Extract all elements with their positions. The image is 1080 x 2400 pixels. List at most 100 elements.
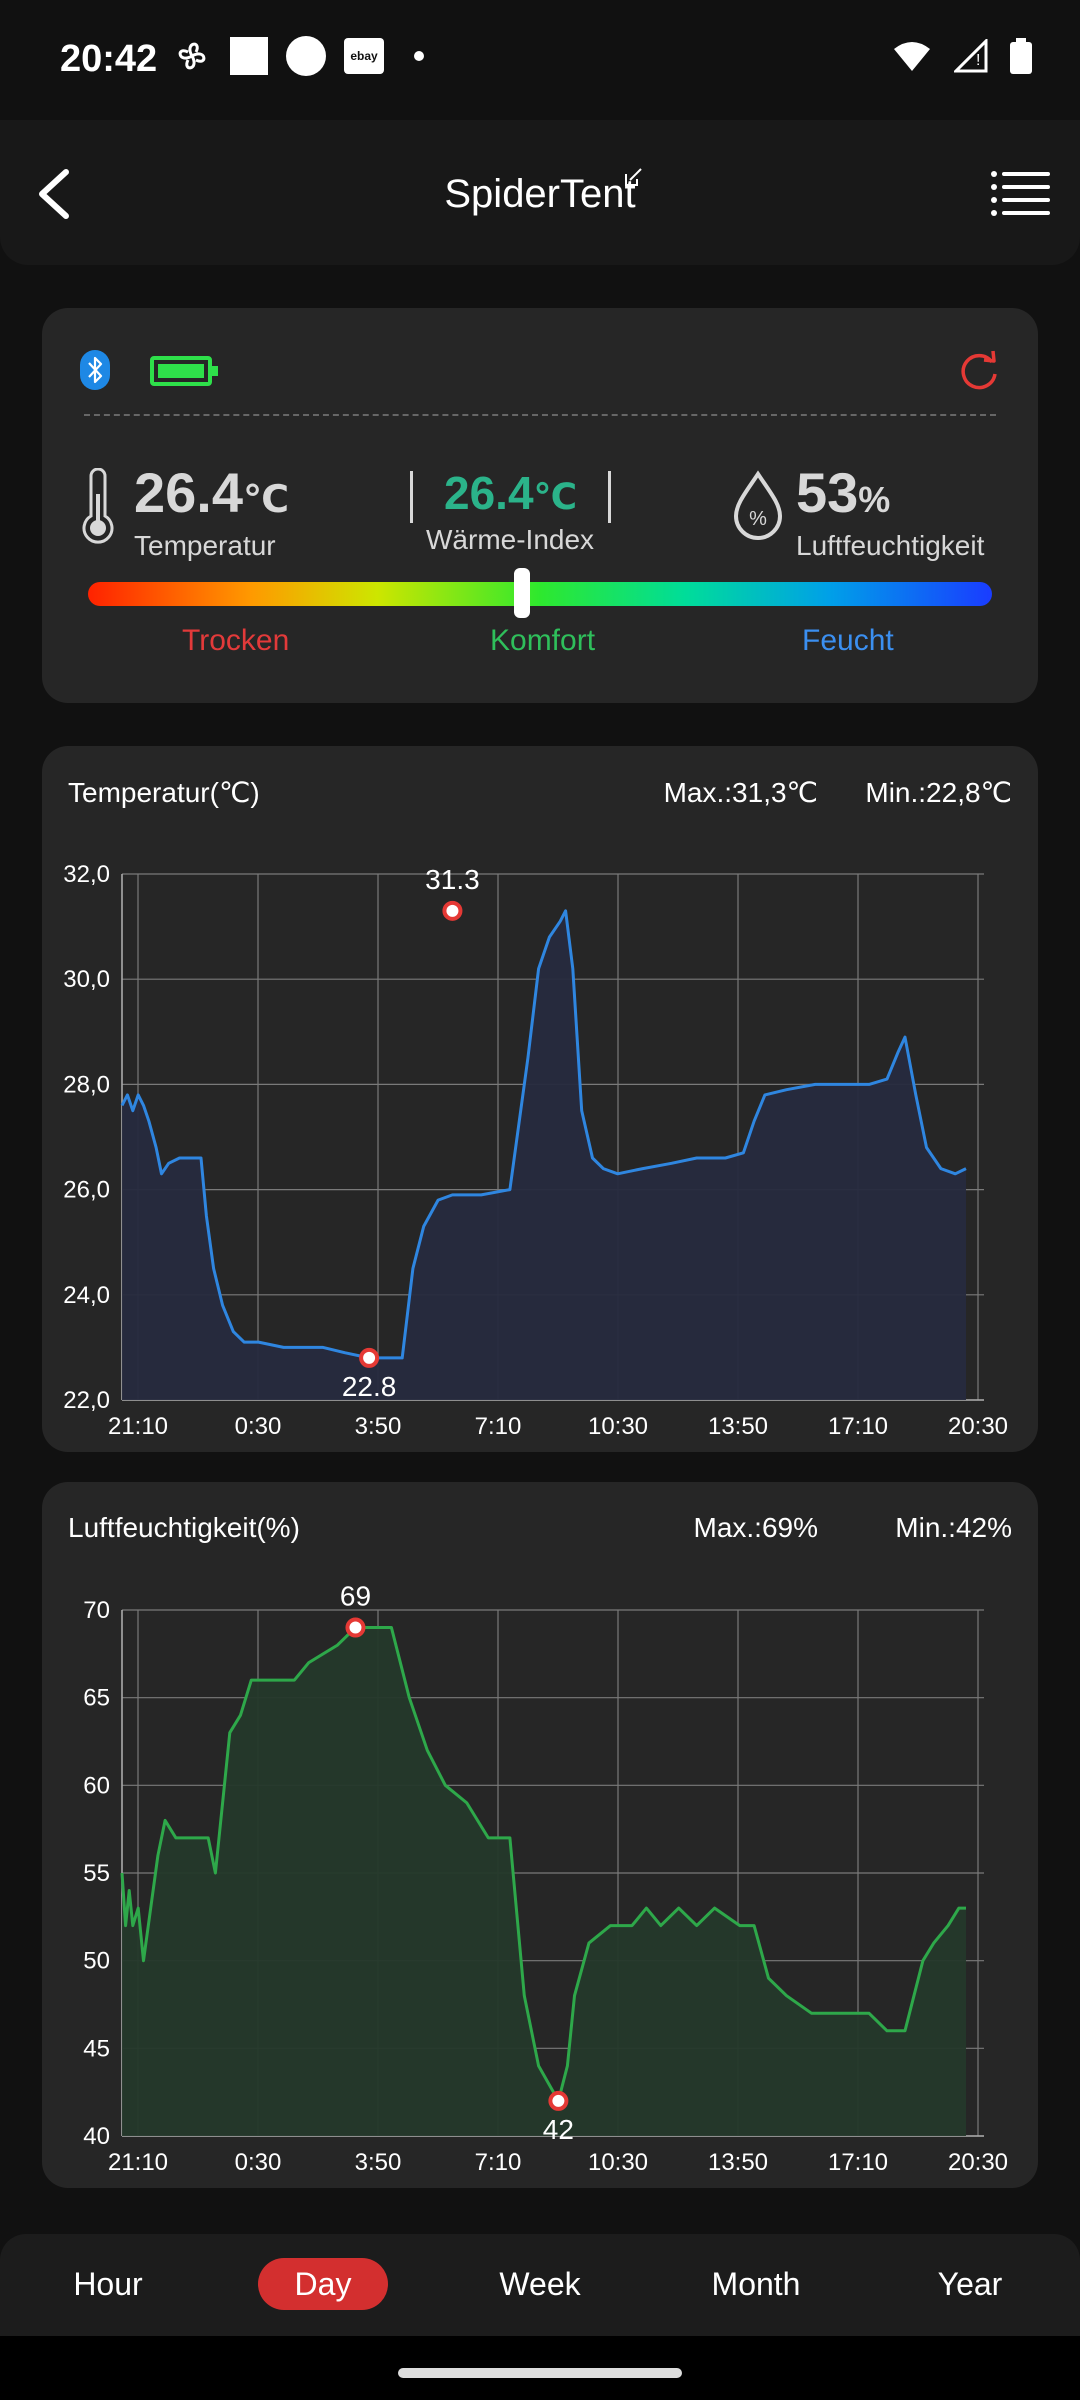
svg-text:!: ! xyxy=(976,52,980,69)
comfort-gradient-bar xyxy=(88,582,992,606)
humidity-chart[interactable]: 40 45 50 55 60 65 70 21:10 0:30 3:50 7:10 10:30 13:5… xyxy=(42,1482,1038,2188)
heat-index-number: 26.4 xyxy=(444,467,534,519)
x-tick-label: 10:30 xyxy=(588,1413,648,1440)
y-tick-label: 60 xyxy=(83,1772,110,1799)
separator-left xyxy=(410,471,413,523)
x-tick-label: 17:10 xyxy=(828,2149,888,2176)
min-value-label: 22.8 xyxy=(342,1371,397,1402)
system-icons: ! xyxy=(892,38,1032,74)
tab-year[interactable]: Year xyxy=(937,2266,1003,2302)
chart-title: Temperatur(℃) xyxy=(68,777,260,808)
wifi-icon xyxy=(894,42,930,71)
x-tick-label: 20:30 xyxy=(948,2149,1008,2176)
temperature-label: Temperatur xyxy=(134,530,276,561)
heat-index-value: 26.4℃ xyxy=(444,466,577,520)
x-tick-label: 13:50 xyxy=(708,1413,768,1440)
temperature-unit: ℃ xyxy=(243,479,290,521)
app-circle-icon xyxy=(286,36,326,76)
app-square-icon xyxy=(230,37,268,75)
temperature-chart[interactable]: 22,0 24,0 26,0 28,0 30,0 32,0 21:10 0:30 3:50 7:1… xyxy=(42,746,1038,1452)
humidity-chart-card: Luftfeuchtigkeit(%) Max.:69% Min.:42% 40… xyxy=(42,1482,1038,2188)
svg-text:%: % xyxy=(749,508,767,530)
y-tick-label: 70 xyxy=(83,1597,110,1624)
notification-icons: ebay xyxy=(172,36,424,76)
max-marker xyxy=(442,900,463,921)
min-marker xyxy=(359,1347,380,1368)
bluetooth-icon xyxy=(80,350,110,390)
comfort-indicator xyxy=(514,568,530,618)
chart-min-label: Min.:42% xyxy=(895,1512,1012,1543)
zone-comfort-label: Komfort xyxy=(490,624,596,657)
y-tick-label: 45 xyxy=(83,2035,110,2062)
sensor-card: 26.4℃ Temperatur 26.4℃ Wärme-Index % 53%… xyxy=(42,308,1038,703)
tab-hour[interactable]: Hour xyxy=(73,2266,143,2302)
period-tab-bar: Hour Day Week Month Year xyxy=(0,2234,1080,2336)
max-marker xyxy=(345,1617,366,1638)
series-area xyxy=(122,910,966,1400)
y-tick-label: 55 xyxy=(83,1860,110,1887)
chart-max-label: Max.:69% xyxy=(693,1512,819,1543)
x-tick-label: 7:10 xyxy=(475,2149,522,2176)
x-tick-label: 0:30 xyxy=(235,1413,282,1440)
chart-max-label: Max.:31,3℃ xyxy=(663,777,818,808)
heat-index-label: Wärme-Index xyxy=(426,524,595,555)
chart-min-label: Min.:22,8℃ xyxy=(865,777,1012,808)
max-value-label: 31.3 xyxy=(425,864,480,895)
y-tick-label: 24,0 xyxy=(63,1282,110,1309)
x-tick-label: 3:50 xyxy=(355,1413,402,1440)
battery-status-icon xyxy=(1010,38,1032,74)
humidity-label: Luftfeuchtigkeit xyxy=(796,530,985,561)
temperature-number: 26.4 xyxy=(134,461,243,524)
x-tick-label: 13:50 xyxy=(708,2149,768,2176)
x-tick-label: 0:30 xyxy=(235,2149,282,2176)
x-tick-label: 3:50 xyxy=(355,2149,402,2176)
series-line xyxy=(120,1626,966,2103)
min-marker xyxy=(548,2090,569,2111)
heat-index-unit: ℃ xyxy=(533,476,578,517)
y-tick-label: 22,0 xyxy=(63,1387,110,1414)
x-tick-label: 17:10 xyxy=(828,1413,888,1440)
chart-title: Luftfeuchtigkeit(%) xyxy=(68,1512,300,1543)
fan-icon xyxy=(178,42,206,70)
humidity-number: 53 xyxy=(796,461,859,524)
x-tick-label: 10:30 xyxy=(588,2149,648,2176)
series-line xyxy=(120,909,967,1360)
humidity-unit: % xyxy=(858,479,891,520)
y-tick-label: 40 xyxy=(83,2123,110,2150)
x-tick-label: 21:10 xyxy=(108,2149,168,2176)
list-menu-icon[interactable] xyxy=(990,168,1052,220)
more-notifications-dot-icon xyxy=(414,51,424,61)
cell-signal-icon: ! xyxy=(954,39,988,73)
battery-full-icon xyxy=(150,356,218,386)
y-tick-label: 32,0 xyxy=(63,861,110,888)
back-arrow-icon[interactable] xyxy=(20,158,90,228)
edit-icon[interactable] xyxy=(622,166,644,188)
x-tick-label: 20:30 xyxy=(948,1413,1008,1440)
y-tick-label: 28,0 xyxy=(63,1071,110,1098)
tab-month[interactable]: Month xyxy=(711,2266,801,2302)
series-area xyxy=(122,1627,966,2136)
y-tick-label: 26,0 xyxy=(63,1177,110,1204)
refresh-icon[interactable] xyxy=(956,348,1002,394)
divider xyxy=(84,414,996,416)
y-tick-label: 65 xyxy=(83,1685,110,1712)
page-title[interactable]: SpiderTent xyxy=(444,172,636,216)
x-tick-label: 7:10 xyxy=(475,1413,522,1440)
tab-week[interactable]: Week xyxy=(499,2266,581,2302)
y-tick-label: 50 xyxy=(83,1948,110,1975)
zone-dry-label: Trocken xyxy=(182,624,290,657)
ebay-icon: ebay xyxy=(344,38,384,74)
tab-day[interactable]: Day xyxy=(258,2258,388,2310)
status-time: 20:42 xyxy=(60,38,158,80)
temperature-value: 26.4℃ xyxy=(134,460,289,525)
temperature-chart-card: Temperatur(℃) Max.:31,3℃ Min.:22,8℃ 22,0… xyxy=(42,746,1038,1452)
app-bar: SpiderTent xyxy=(0,120,1080,265)
status-bar: 20:42 ebay ! xyxy=(0,0,1080,120)
min-value-label: 42 xyxy=(543,2114,574,2145)
humidity-value: 53% xyxy=(796,460,890,525)
home-indicator[interactable] xyxy=(398,2368,682,2378)
y-tick-label: 30,0 xyxy=(63,966,110,993)
zone-humid-label: Feucht xyxy=(802,624,894,657)
x-tick-label: 21:10 xyxy=(108,1413,168,1440)
separator-right xyxy=(608,471,611,523)
